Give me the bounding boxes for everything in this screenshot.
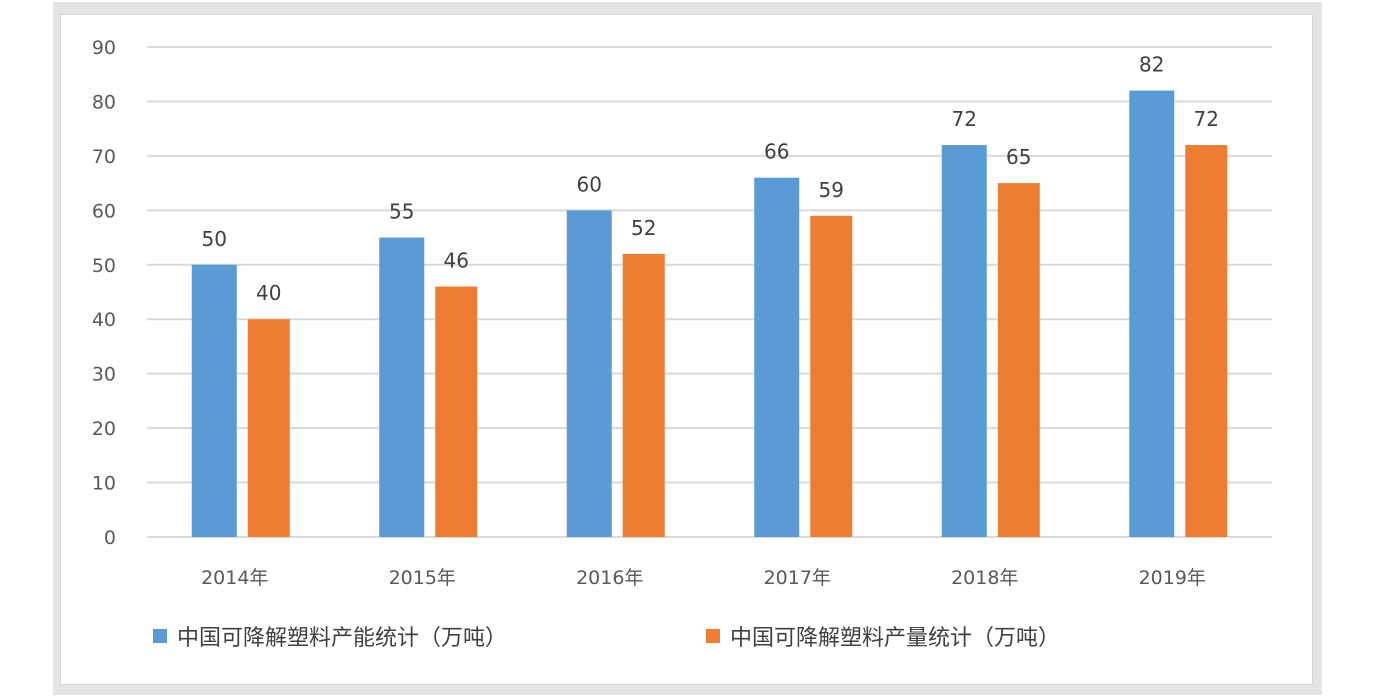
data-label: 55 — [389, 200, 414, 224]
y-tick-label: 40 — [92, 309, 116, 331]
y-tick-label: 20 — [92, 418, 116, 440]
data-label: 60 — [577, 172, 602, 196]
bar-capacity — [1129, 90, 1175, 538]
bar-output — [997, 183, 1040, 537]
y-tick-label: 80 — [92, 91, 116, 113]
data-label: 50 — [202, 227, 227, 251]
bar-output — [622, 253, 665, 537]
x-tick-label: 2017年 — [764, 567, 831, 589]
y-tick-label: 70 — [92, 146, 116, 168]
data-label: 46 — [444, 249, 469, 273]
bar-capacity — [754, 177, 800, 537]
bar-output — [435, 286, 478, 537]
y-tick-label: 30 — [92, 364, 116, 386]
bar-output — [810, 215, 853, 537]
data-label: 66 — [764, 140, 789, 164]
x-tick-label: 2019年 — [1139, 567, 1206, 589]
bar-capacity — [941, 145, 987, 537]
y-tick-label: 90 — [92, 37, 116, 59]
x-tick-label: 2016年 — [576, 567, 643, 589]
legend-label: 中国可降解塑料产能统计（万吨） — [177, 626, 507, 651]
y-tick-label: 0 — [104, 527, 116, 549]
legend-label: 中国可降解塑料产量统计（万吨） — [730, 626, 1060, 651]
data-label: 52 — [631, 216, 656, 240]
y-tick-label: 50 — [92, 255, 116, 277]
bar-output — [1185, 145, 1228, 537]
x-tick-label: 2015年 — [389, 567, 456, 589]
data-label: 65 — [1006, 145, 1031, 169]
y-tick-label: 60 — [92, 200, 116, 222]
bar-output — [247, 319, 290, 537]
data-label: 72 — [1194, 107, 1219, 131]
legend-swatch — [706, 629, 720, 643]
data-label: 59 — [819, 178, 844, 202]
data-label: 82 — [1139, 53, 1164, 77]
legend-swatch — [153, 629, 167, 643]
bar-capacity — [379, 237, 425, 538]
data-label: 72 — [952, 107, 977, 131]
y-tick-label: 10 — [92, 473, 116, 495]
bar-capacity — [191, 264, 237, 537]
bar-capacity — [566, 210, 612, 538]
x-tick-label: 2014年 — [201, 567, 268, 589]
data-label: 40 — [256, 281, 281, 305]
x-tick-label: 2018年 — [951, 567, 1018, 589]
